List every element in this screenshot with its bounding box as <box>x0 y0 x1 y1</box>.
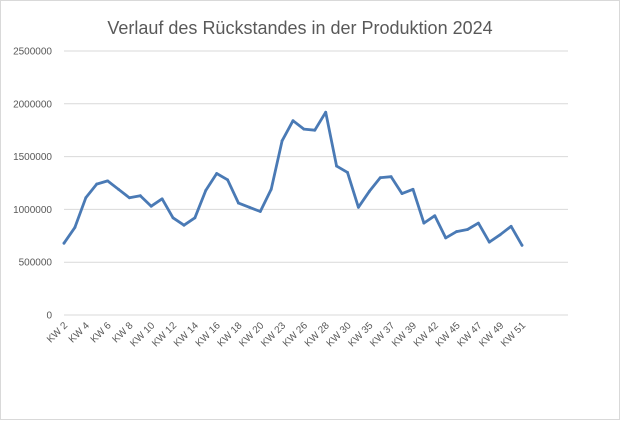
data-point <box>84 196 88 200</box>
data-point <box>335 164 339 168</box>
data-point <box>182 223 186 227</box>
data-point <box>378 176 382 180</box>
data-point <box>138 194 142 198</box>
data-point <box>106 179 110 183</box>
data-point <box>171 216 175 220</box>
x-tick-label: KW 4 <box>67 320 92 345</box>
data-point <box>324 110 328 114</box>
data-point <box>400 192 404 195</box>
data-point <box>313 128 317 132</box>
series-line-0 <box>62 110 524 247</box>
data-point <box>204 188 208 192</box>
data-point <box>509 224 513 228</box>
y-tick-label: 1500000 <box>13 152 52 163</box>
x-tick-label: KW 51 <box>499 320 528 349</box>
data-point <box>389 175 393 179</box>
data-point <box>247 205 251 209</box>
data-point <box>226 178 229 182</box>
data-point <box>258 210 262 213</box>
data-point <box>95 182 99 186</box>
data-point <box>215 172 219 175</box>
gridlines <box>64 50 568 316</box>
data-point <box>433 214 437 218</box>
data-point <box>357 205 360 209</box>
data-point <box>422 221 426 225</box>
data-point <box>117 187 120 191</box>
y-tick-label: 0 <box>46 311 52 322</box>
data-point <box>269 187 273 191</box>
data-point <box>160 197 164 201</box>
y-tick-label: 2500000 <box>13 47 52 58</box>
data-point <box>411 187 415 191</box>
y-axis-ticks: 0 500000 1000000 1500000 2000000 2500000 <box>13 47 52 322</box>
data-point <box>346 171 349 174</box>
data-point <box>128 196 131 200</box>
data-point <box>62 241 66 245</box>
x-tick-label: KW 6 <box>89 320 114 345</box>
series-layer <box>62 110 524 247</box>
chart-area <box>0 0 620 420</box>
data-point <box>280 139 284 143</box>
y-tick-label: 2000000 <box>13 99 52 110</box>
data-point <box>444 236 448 240</box>
chart-title: Verlauf des Rückstandes in der Produktio… <box>107 18 492 38</box>
data-point <box>455 230 458 233</box>
data-point <box>149 204 153 208</box>
data-point <box>237 201 240 205</box>
data-point <box>291 119 295 123</box>
x-tick-label: KW 2 <box>45 320 70 345</box>
y-tick-label: 500000 <box>19 258 53 269</box>
data-point <box>367 190 371 193</box>
data-point <box>193 216 197 220</box>
data-point <box>520 243 524 247</box>
data-point <box>466 228 469 231</box>
data-point <box>487 240 491 244</box>
data-point <box>302 127 306 131</box>
data-point <box>73 225 77 229</box>
data-point <box>476 221 480 225</box>
data-point <box>498 233 502 237</box>
y-tick-label: 1000000 <box>13 205 52 216</box>
